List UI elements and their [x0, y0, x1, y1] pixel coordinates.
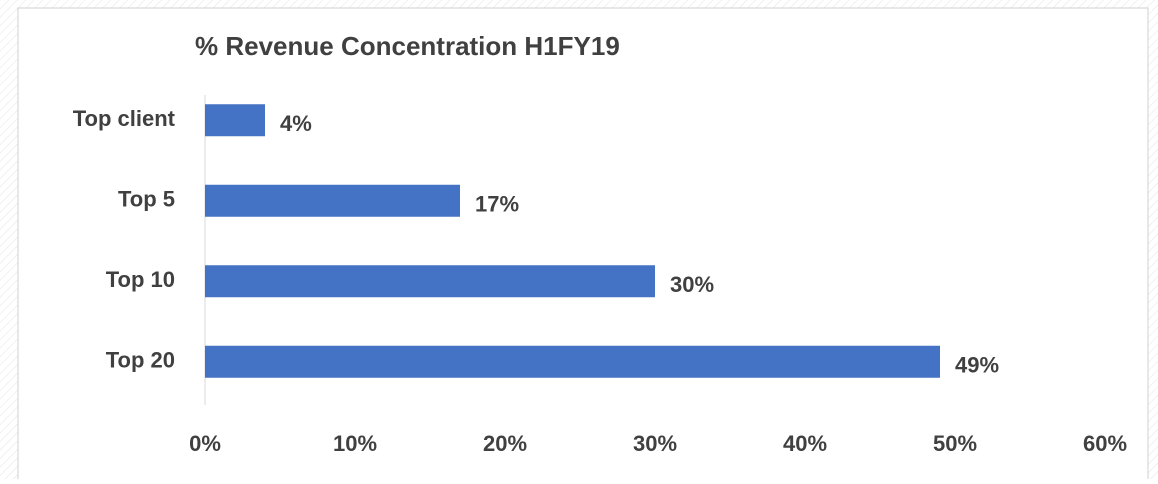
chart-title: % Revenue Concentration H1FY19	[195, 31, 620, 61]
x-tick-label: 30%	[633, 431, 677, 456]
x-tick-label: 20%	[483, 431, 527, 456]
y-tick-label: Top client	[73, 106, 176, 131]
bar	[205, 345, 940, 378]
chart-area	[17, 7, 1149, 484]
y-tick-label: Top 10	[106, 267, 175, 292]
x-tick-label: 60%	[1083, 431, 1127, 456]
y-tick-label: Top 5	[118, 187, 175, 212]
x-tick-label: 10%	[333, 431, 377, 456]
y-tick-label: Top 20	[106, 348, 175, 373]
data-label: 49%	[955, 353, 999, 378]
x-tick-label: 50%	[933, 431, 977, 456]
bar	[205, 184, 460, 217]
data-label: 4%	[280, 111, 312, 136]
bar	[205, 104, 265, 137]
data-label: 30%	[670, 272, 714, 297]
bar	[205, 265, 655, 298]
x-tick-label: 40%	[783, 431, 827, 456]
x-tick-label: 0%	[189, 431, 221, 456]
data-label: 17%	[475, 192, 519, 217]
